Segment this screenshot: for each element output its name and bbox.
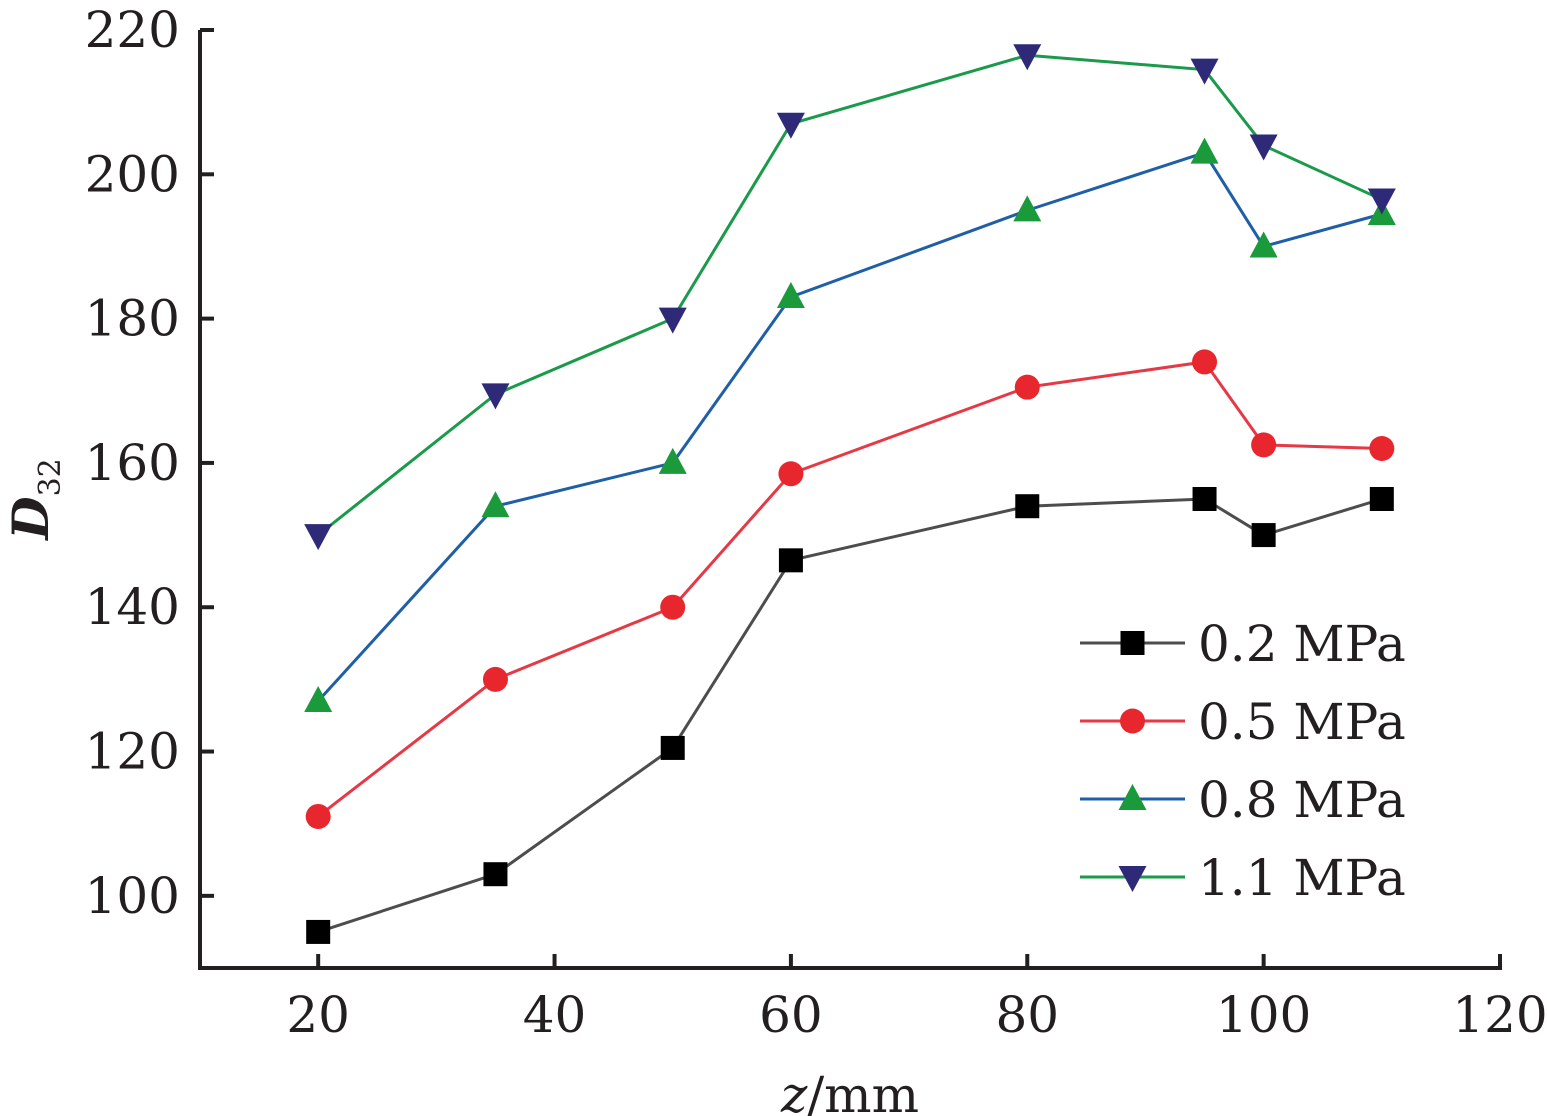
data-point bbox=[481, 383, 510, 410]
y-axis-title: D32 bbox=[1, 458, 68, 542]
data-point bbox=[1014, 374, 1040, 400]
legend-label: 1.1 MPa bbox=[1198, 849, 1406, 907]
data-point bbox=[1367, 188, 1396, 215]
x-axis-title-unit: /mm bbox=[807, 1066, 919, 1116]
y-tick-label: 180 bbox=[85, 290, 180, 348]
series-layer bbox=[304, 44, 1396, 944]
series-3 bbox=[304, 44, 1396, 551]
y-tick-label: 220 bbox=[85, 1, 180, 59]
data-point bbox=[658, 447, 687, 474]
x-axis-title: z/mm bbox=[780, 1066, 919, 1116]
legend-marker bbox=[1118, 784, 1147, 810]
data-point bbox=[1013, 195, 1042, 222]
data-point bbox=[778, 461, 804, 487]
data-point bbox=[1251, 432, 1277, 458]
legend-entry: 0.2 MPa bbox=[1080, 615, 1406, 673]
x-axis-title-var: z bbox=[780, 1066, 808, 1116]
legend-label: 0.8 MPa bbox=[1198, 771, 1406, 829]
data-point bbox=[1190, 58, 1219, 85]
y-tick-label: 100 bbox=[85, 867, 180, 925]
data-point bbox=[1249, 231, 1278, 258]
data-point bbox=[482, 666, 508, 692]
series-2 bbox=[304, 137, 1396, 713]
y-tick-label: 120 bbox=[85, 723, 180, 781]
legend-marker bbox=[1118, 866, 1147, 892]
data-point bbox=[304, 686, 333, 713]
data-point bbox=[1369, 487, 1394, 511]
data-point bbox=[1249, 134, 1278, 161]
legend-marker bbox=[1120, 708, 1145, 734]
legend-entry: 1.1 MPa bbox=[1080, 849, 1406, 907]
x-tick-label: 20 bbox=[286, 986, 350, 1044]
data-point bbox=[776, 281, 805, 308]
data-point bbox=[306, 919, 331, 944]
data-point bbox=[658, 307, 687, 334]
data-point bbox=[660, 735, 685, 760]
data-point bbox=[778, 548, 803, 573]
x-tick-label: 80 bbox=[995, 986, 1059, 1044]
legend-entry: 0.8 MPa bbox=[1080, 771, 1406, 829]
data-point bbox=[483, 862, 508, 887]
x-tick-label: 60 bbox=[759, 986, 823, 1044]
legend: 0.2 MPa 0.5 MPa 0.8 MPa 1.1 MPa bbox=[1080, 615, 1406, 907]
legend-label: 0.2 MPa bbox=[1198, 615, 1406, 673]
legend-marker bbox=[1120, 631, 1145, 655]
data-point bbox=[1192, 487, 1217, 511]
data-point bbox=[1190, 137, 1219, 164]
series-line bbox=[317, 53, 1383, 537]
y-tick-label: 200 bbox=[85, 145, 180, 203]
legend-label: 0.5 MPa bbox=[1198, 693, 1406, 751]
legend-entry: 0.5 MPa bbox=[1080, 693, 1406, 751]
series-line bbox=[317, 360, 1382, 818]
series-0 bbox=[306, 487, 1394, 944]
x-tick-label: 120 bbox=[1452, 986, 1547, 1044]
data-point bbox=[776, 112, 805, 139]
data-point bbox=[1013, 44, 1042, 71]
data-point bbox=[1015, 494, 1040, 519]
data-point bbox=[305, 803, 331, 829]
data-point bbox=[1192, 349, 1218, 375]
y-axis-title-var: D bbox=[1, 496, 60, 541]
y-tick-label: 160 bbox=[85, 434, 180, 492]
data-point bbox=[1251, 523, 1276, 548]
data-point bbox=[660, 594, 686, 620]
x-tick-label: 40 bbox=[523, 986, 587, 1044]
series-1 bbox=[305, 349, 1395, 829]
series-line bbox=[317, 150, 1383, 703]
data-point bbox=[481, 491, 510, 518]
y-tick-label: 140 bbox=[85, 578, 180, 636]
x-tick-label: 100 bbox=[1216, 986, 1311, 1044]
y-axis-title-subscript: 32 bbox=[33, 458, 68, 496]
data-point bbox=[304, 524, 333, 551]
data-point bbox=[1369, 435, 1395, 461]
